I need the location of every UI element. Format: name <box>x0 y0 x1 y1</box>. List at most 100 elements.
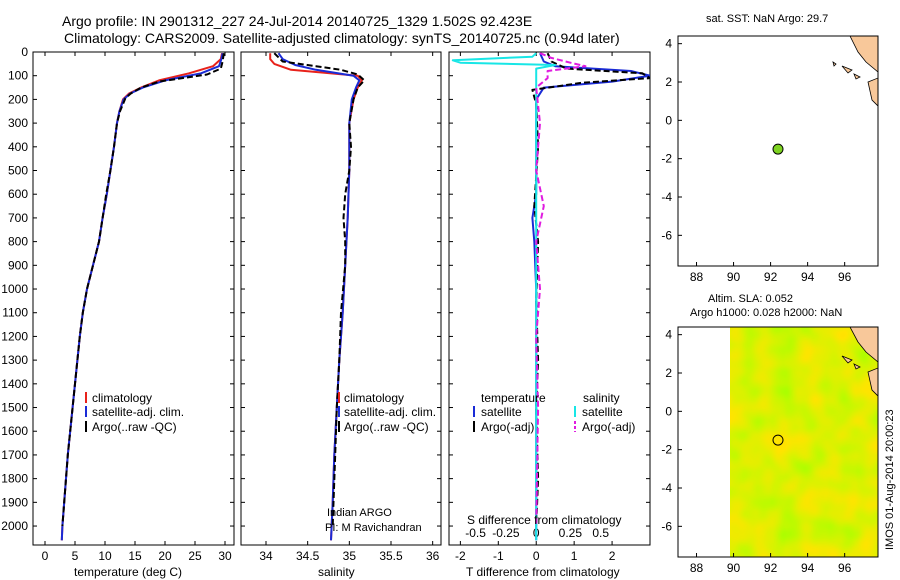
y-tick-label: -2 <box>661 152 672 166</box>
y-tick-label: 4 <box>665 328 672 342</box>
difference-xlabel: T difference from climatology <box>466 565 620 579</box>
x-tick-label: 88 <box>690 561 704 575</box>
y-tick-label: 0 <box>665 113 672 127</box>
x2-tick-label: -0.5 <box>465 526 486 540</box>
y-tick-label: -4 <box>661 190 672 204</box>
y-tick-label: 1800 <box>1 472 28 486</box>
y-tick-label: 200 <box>8 92 28 106</box>
difference-legend: temperature salinity satellite Argo(-adj… <box>473 391 635 434</box>
legend-t-argo-label: Argo(-adj) <box>481 420 534 434</box>
x-tick-label: 0 <box>533 549 540 563</box>
sst-map: 88 90 92 94 96 -6 -4 -2 0 2 4 <box>661 35 879 284</box>
y-tick-label: 1100 <box>2 306 28 320</box>
legend-argo-label: Argo(..raw -QC) <box>344 420 429 434</box>
x-tick-label: 0 <box>42 549 49 563</box>
x-tick-label: 88 <box>690 270 704 284</box>
y-tick-label: 1600 <box>1 424 28 438</box>
legend-climatology-label: climatology <box>92 391 152 405</box>
legend-title-temperature: temperature <box>481 391 546 405</box>
y-tick-label: 1400 <box>1 377 28 391</box>
x-tick-label: 90 <box>727 270 741 284</box>
y-tick-label: 300 <box>8 116 28 130</box>
header-title-line1: Argo profile: IN 2901312_227 24-Jul-2014… <box>62 13 532 29</box>
y-tick-label: 0 <box>21 45 28 59</box>
sla-map-subtitle: Argo h1000: 0.028 h2000: NaN <box>690 307 842 319</box>
x2-tick-label: 0.5 <box>592 526 609 540</box>
x-tick-label: 90 <box>727 561 741 575</box>
series-line-climatology <box>269 53 363 541</box>
x-tick-label: 20 <box>158 549 172 563</box>
land-mass <box>867 367 878 397</box>
legend-climatology-label: climatology <box>344 391 404 405</box>
series-line-argo-raw-qc <box>273 52 366 527</box>
sla-map: 88 90 92 94 96 -6 -4 -2 0 2 4 <box>661 326 879 575</box>
salinity-xlabel: salinity <box>318 565 355 579</box>
y-tick-label: 1700 <box>1 448 28 462</box>
series-line-s-satellite <box>451 52 557 541</box>
legend-satellite-label: satellite-adj. clim. <box>344 405 436 419</box>
y-tick-label: 2 <box>665 366 672 380</box>
salinity-panel: 34 34.5 35 35.5 36 <box>240 51 442 563</box>
legend-argo-label: Argo(..raw -QC) <box>92 420 177 434</box>
y-tick-label: 1000 <box>1 282 28 296</box>
x-tick-label: 35.5 <box>379 549 403 563</box>
series-line-t-satellite <box>531 52 650 541</box>
timestamp: IMOS 01-Aug-2014 20:00:23 <box>884 409 896 550</box>
y-tick-label: 600 <box>8 187 28 201</box>
temperature-legend: climatology satellite-adj. clim. Argo(..… <box>85 391 184 434</box>
x-tick-label: 5 <box>72 549 79 563</box>
x-tick-label: 10 <box>98 549 112 563</box>
legend-s-satellite-label: satellite <box>582 405 623 419</box>
y-tick-label: -6 <box>661 228 672 242</box>
profile-location-marker <box>772 434 784 446</box>
sst-map-title: sat. SST: NaN Argo: 29.7 <box>706 13 828 25</box>
x-tick-label: 35 <box>343 549 357 563</box>
x-tick-label: 94 <box>801 270 815 284</box>
x-tick-label: 36 <box>426 549 440 563</box>
x-tick-label: 92 <box>764 561 778 575</box>
x-tick-label: 15 <box>128 549 142 563</box>
legend-s-argo-label: Argo(-adj) <box>582 420 635 434</box>
difference-x2label: S difference from climatology <box>467 513 622 527</box>
y-tick-label: -4 <box>661 481 672 495</box>
y-tick-label: 800 <box>8 235 28 249</box>
x2-tick-label: 0.25 <box>559 526 583 540</box>
y-tick-label: 0 <box>665 404 672 418</box>
profile-location-marker <box>772 143 784 155</box>
temperature-xlabel: temperature (deg C) <box>74 565 182 579</box>
x2-tick-label: -0.25 <box>492 526 520 540</box>
y-tick-label: 1200 <box>1 329 28 343</box>
land-mass <box>832 36 878 107</box>
y-tick-label: 1300 <box>1 353 28 367</box>
y-tick-label: 1500 <box>1 401 28 415</box>
x-tick-label: 96 <box>838 270 852 284</box>
difference-panel: -2 -1 0 1 2-0.5 -0.25 0 0.25 0.5 <box>448 51 651 563</box>
x-tick-label: 2 <box>609 549 616 563</box>
y-tick-label: 1900 <box>1 495 28 509</box>
x-tick-label: 1 <box>571 549 578 563</box>
x-tick-label: 34.5 <box>296 549 320 563</box>
y-tick-label: 700 <box>8 211 28 225</box>
credit-pi: PI: M Ravichandran <box>325 522 422 534</box>
legend-t-satellite-label: satellite <box>481 405 522 419</box>
y-tick-label: 500 <box>8 164 28 178</box>
series-line-argo-raw-qc <box>61 53 225 527</box>
y-tick-label: 400 <box>8 140 28 154</box>
x-tick-label: 25 <box>188 549 202 563</box>
sla-map-title: Altim. SLA: 0.052 <box>708 293 793 305</box>
x-tick-label: -2 <box>455 549 466 563</box>
temperature-panel: 0 5 10 15 20 25 300100200300400500600700800900… <box>1 45 235 563</box>
y-tick-label: 4 <box>665 37 672 51</box>
x-tick-label: 92 <box>764 270 778 284</box>
x-tick-label: 94 <box>801 561 815 575</box>
series-line-s-argo-adj <box>535 52 587 527</box>
legend-title-salinity: salinity <box>583 391 620 405</box>
x-tick-label: 34 <box>259 549 273 563</box>
y-tick-label: 2000 <box>1 519 28 533</box>
y-tick-label: 2 <box>665 75 672 89</box>
legend-satellite-label: satellite-adj. clim. <box>92 405 184 419</box>
y-tick-label: 100 <box>8 69 28 83</box>
series-line-t-argo-adj <box>531 52 650 527</box>
series-line-satellite-adj-clim <box>277 52 361 541</box>
